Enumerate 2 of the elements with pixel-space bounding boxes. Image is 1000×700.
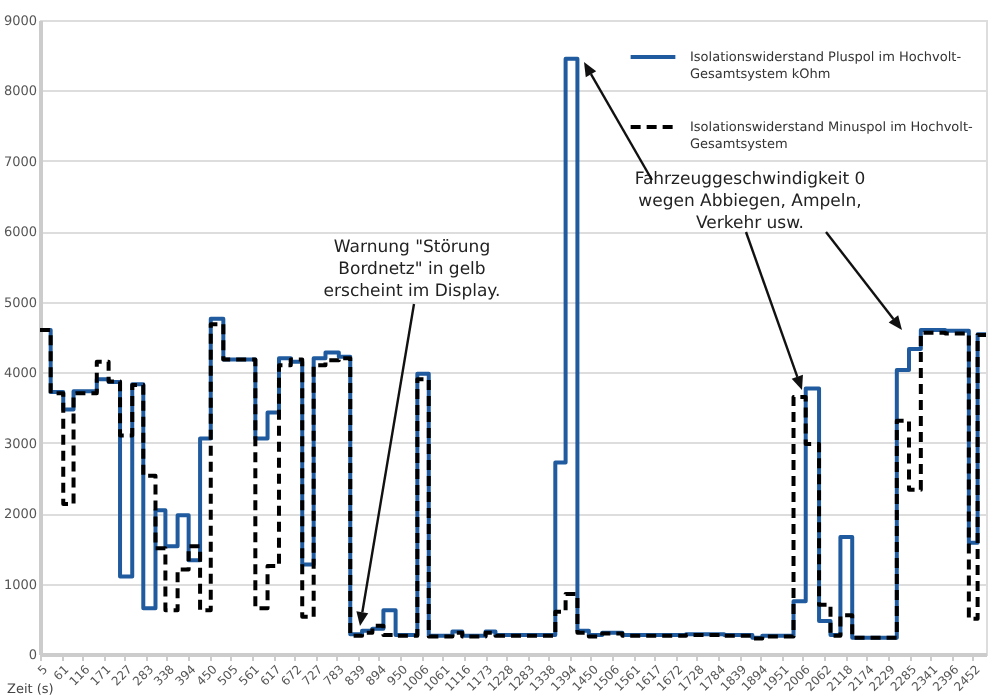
annotation: Fahrzeuggeschwindigkeit 0 wegen Abbiegen, Ampeln, Verkehr usw. <box>632 170 868 236</box>
annotation: Warnung "Störung Bordnetz" in gelb erscheint im Display. <box>321 238 503 304</box>
